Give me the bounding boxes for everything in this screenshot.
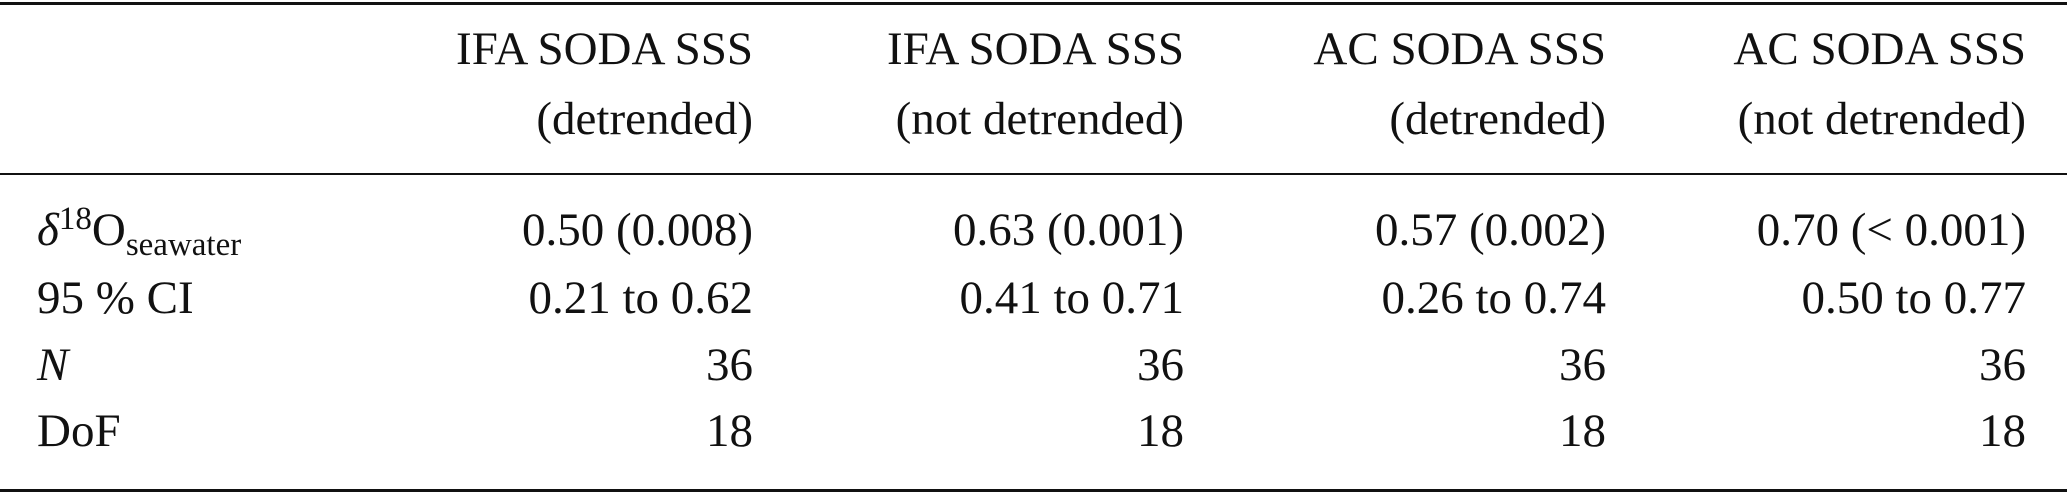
header-cell: (detrended) bbox=[536, 93, 753, 145]
header-cell: IFA SODA SSS bbox=[887, 23, 1184, 75]
row-label: 95 % CI bbox=[37, 275, 194, 322]
data-cell: 0.26 to 0.74 bbox=[1381, 272, 1606, 324]
label-text: 95 % CI bbox=[37, 272, 194, 324]
header-cell: (not detrended) bbox=[1737, 93, 2026, 145]
header-cell: IFA SODA SSS bbox=[456, 23, 753, 75]
header-cell: (detrended) bbox=[1389, 93, 1606, 145]
data-cell: 0.50 (0.008) bbox=[521, 204, 753, 256]
label-text: N bbox=[37, 339, 69, 391]
row-label: N bbox=[37, 342, 68, 389]
data-cell: 18 bbox=[1559, 405, 1606, 457]
data-cell: 36 bbox=[1979, 339, 2026, 391]
row-label: DoF bbox=[37, 408, 121, 455]
label-text: DoF bbox=[37, 405, 121, 457]
data-cell: 0.21 to 0.62 bbox=[528, 272, 753, 324]
row-label: δ18Oseawater bbox=[37, 203, 241, 262]
data-cell: 18 bbox=[1979, 405, 2026, 457]
bottom-rule bbox=[0, 489, 2067, 492]
data-cell: 18 bbox=[706, 405, 753, 457]
data-cell: 36 bbox=[1559, 339, 1606, 391]
top-rule bbox=[0, 2, 2067, 5]
data-cell: 36 bbox=[706, 339, 753, 391]
header-cell: (not detrended) bbox=[895, 93, 1184, 145]
data-cell: 36 bbox=[1137, 339, 1184, 391]
data-cell: 0.50 to 0.77 bbox=[1801, 272, 2026, 324]
header-cell: AC SODA SSS bbox=[1313, 23, 1606, 75]
label-superscript: 18 bbox=[58, 201, 92, 237]
data-cell: 0.41 to 0.71 bbox=[959, 272, 1184, 324]
label-symbol: δ bbox=[37, 204, 59, 256]
label-base: O bbox=[91, 204, 126, 256]
data-cell: 0.57 (0.002) bbox=[1374, 204, 1606, 256]
label-subscript: seawater bbox=[125, 227, 242, 263]
data-cell: 18 bbox=[1137, 405, 1184, 457]
data-cell: 0.63 (0.001) bbox=[952, 204, 1184, 256]
mid-rule bbox=[0, 173, 2067, 175]
header-cell: AC SODA SSS bbox=[1733, 23, 2026, 75]
data-cell: 0.70 (< 0.001) bbox=[1756, 204, 2026, 256]
